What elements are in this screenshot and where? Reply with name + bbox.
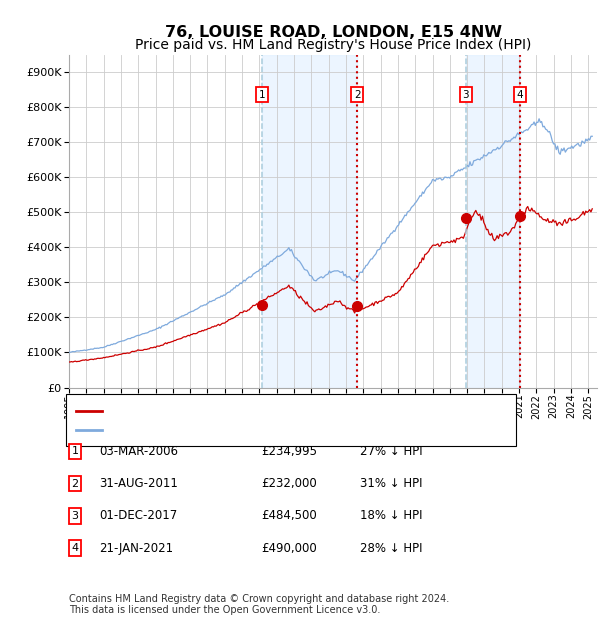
Text: £490,000: £490,000 (261, 542, 317, 554)
Bar (262, 55, 358, 388)
Text: 03-MAR-2006: 03-MAR-2006 (99, 445, 178, 458)
Text: 2: 2 (354, 90, 361, 100)
Text: 3: 3 (463, 90, 469, 100)
Text: 2: 2 (71, 479, 79, 489)
Text: 18% ↓ HPI: 18% ↓ HPI (360, 510, 422, 522)
Text: This data is licensed under the Open Government Licence v3.0.: This data is licensed under the Open Gov… (69, 605, 380, 615)
Text: 4: 4 (71, 543, 79, 553)
Text: 1: 1 (71, 446, 79, 456)
Text: 28% ↓ HPI: 28% ↓ HPI (360, 542, 422, 554)
Text: 31% ↓ HPI: 31% ↓ HPI (360, 477, 422, 490)
Text: Contains HM Land Registry data © Crown copyright and database right 2024.: Contains HM Land Registry data © Crown c… (69, 594, 449, 604)
Text: 1: 1 (259, 90, 266, 100)
Text: £484,500: £484,500 (261, 510, 317, 522)
Text: £232,000: £232,000 (261, 477, 317, 490)
Text: 01-DEC-2017: 01-DEC-2017 (99, 510, 177, 522)
Text: 3: 3 (71, 511, 79, 521)
Text: 76, LOUISE ROAD, LONDON, E15 4NW: 76, LOUISE ROAD, LONDON, E15 4NW (164, 25, 502, 40)
Text: HPI: Average price, detached house, Newham: HPI: Average price, detached house, Newh… (106, 425, 362, 435)
Text: Price paid vs. HM Land Registry's House Price Index (HPI): Price paid vs. HM Land Registry's House … (135, 38, 531, 53)
Text: 76, LOUISE ROAD, LONDON, E15 4NW (detached house): 76, LOUISE ROAD, LONDON, E15 4NW (detach… (106, 405, 419, 416)
Text: 31-AUG-2011: 31-AUG-2011 (99, 477, 178, 490)
Bar (466, 55, 520, 388)
Text: 4: 4 (517, 90, 523, 100)
Text: 21-JAN-2021: 21-JAN-2021 (99, 542, 173, 554)
Text: 27% ↓ HPI: 27% ↓ HPI (360, 445, 422, 458)
Text: £234,995: £234,995 (261, 445, 317, 458)
